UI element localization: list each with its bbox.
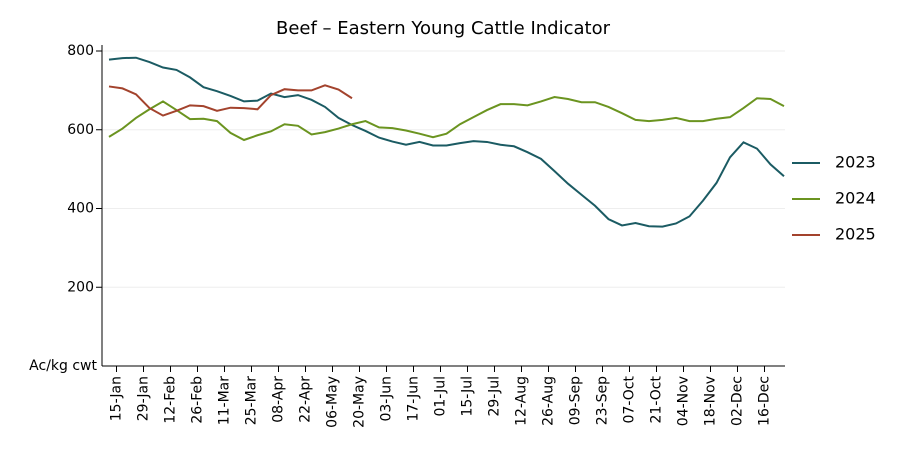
x-tick-label: 29-Jan xyxy=(136,376,152,421)
x-tick-label: 25-Mar xyxy=(244,376,260,426)
line-series xyxy=(108,56,785,228)
x-tick-label: 18-Nov xyxy=(703,376,719,426)
x-tick-label: 12-Feb xyxy=(163,376,179,424)
x-tick-label: 06-May xyxy=(325,376,341,428)
x-tick-label: 26-Aug xyxy=(541,376,557,426)
x-tick-label: 16-Dec xyxy=(757,376,773,426)
x-tick-label: 02-Dec xyxy=(730,376,746,426)
x-tick-label: 08-Apr xyxy=(271,376,287,423)
line-series xyxy=(108,84,353,117)
x-tick-label: 12-Aug xyxy=(514,376,530,426)
x-tick-label: 01-Jul xyxy=(433,376,449,417)
x-tick-label: 07-Oct xyxy=(622,375,638,423)
legend-label: 2025 xyxy=(835,225,876,244)
legend-label: 2023 xyxy=(835,153,876,172)
chart-title: Beef – Eastern Young Cattle Indicator xyxy=(276,18,611,39)
x-tick-label: 26-Feb xyxy=(190,376,206,424)
legend-label: 2024 xyxy=(835,189,876,208)
x-tick-label: 15-Jan xyxy=(109,376,125,421)
x-tick-label: 17-Jun xyxy=(406,376,422,422)
y-tick-label: 200 xyxy=(67,279,94,295)
x-tick-label: 09-Sep xyxy=(568,376,584,425)
y-tick-label: 800 xyxy=(67,43,94,59)
x-tick-label: 21-Oct xyxy=(649,375,665,423)
x-tick-label: 03-Jun xyxy=(379,376,395,422)
x-tick-label: 15-Jul xyxy=(460,376,476,417)
x-tick-label: 04-Nov xyxy=(676,376,692,426)
y-tick-label: 600 xyxy=(67,122,94,138)
y-tick-label: 400 xyxy=(67,201,94,217)
x-tick-label: 29-Jul xyxy=(487,376,503,417)
x-tick-label: 22-Apr xyxy=(298,376,314,423)
x-tick-label: 11-Mar xyxy=(217,376,233,426)
legend: 2023 2024 2025 xyxy=(792,153,876,244)
x-tick-label: 23-Sep xyxy=(595,376,611,425)
y-axis-label: Ac/kg cwt xyxy=(29,358,97,374)
x-tick-label: 20-May xyxy=(352,376,368,428)
line-series xyxy=(108,96,785,142)
